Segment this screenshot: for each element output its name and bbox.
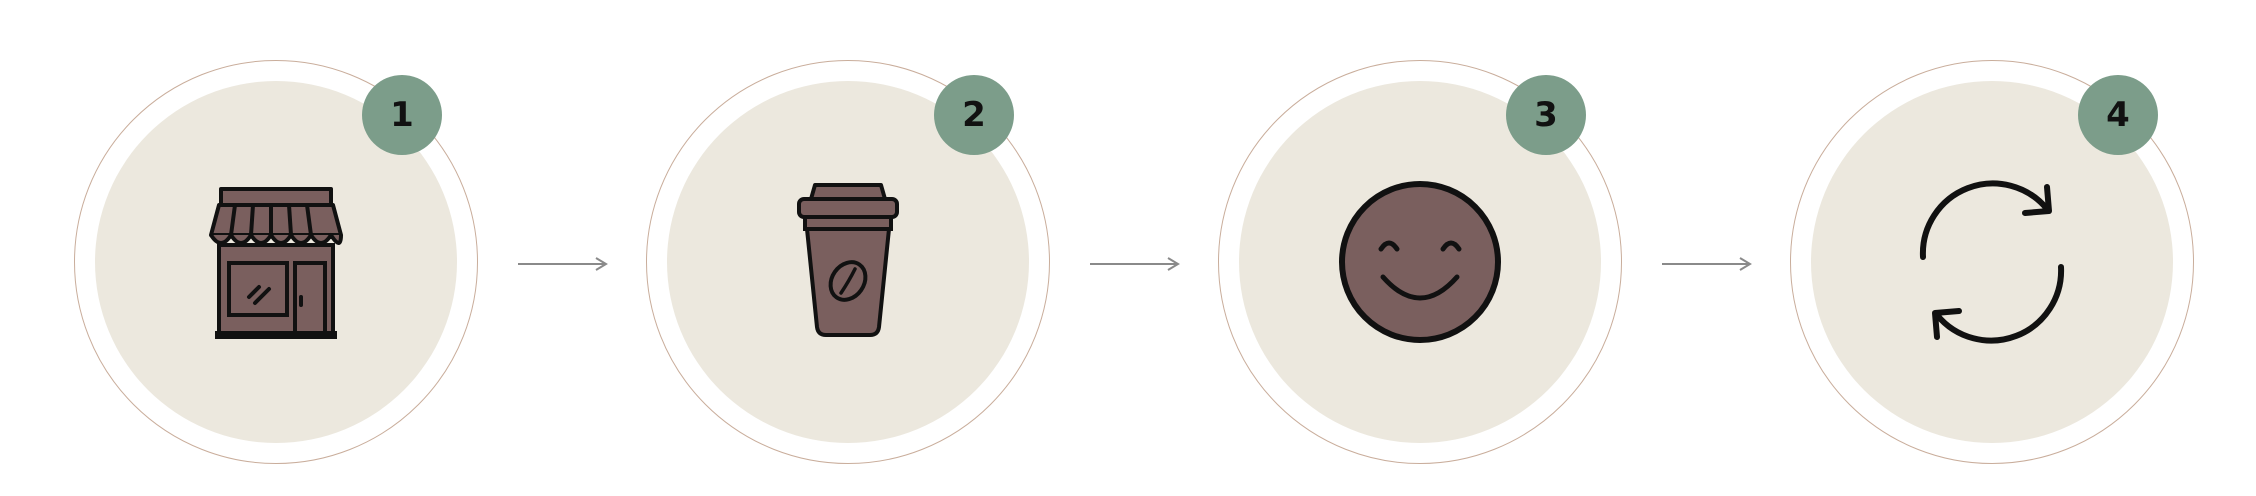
step-2: 2	[646, 60, 1050, 464]
step-4: 4	[1790, 60, 2194, 464]
refresh-cycle-icon	[1907, 177, 2077, 347]
arrow-right-icon	[1662, 256, 1754, 272]
storefront-icon	[191, 177, 361, 347]
coffee-cup-icon	[763, 177, 933, 347]
step-number-badge: 1	[362, 75, 442, 155]
step-number-badge: 2	[934, 75, 1014, 155]
step-number-badge: 3	[1506, 75, 1586, 155]
step-3: 3	[1218, 60, 1622, 464]
step-1: 1	[74, 60, 478, 464]
arrow-right-icon	[1090, 256, 1182, 272]
step-number-badge: 4	[2078, 75, 2158, 155]
arrow-right-icon	[518, 256, 610, 272]
smiley-face-icon	[1335, 177, 1505, 347]
